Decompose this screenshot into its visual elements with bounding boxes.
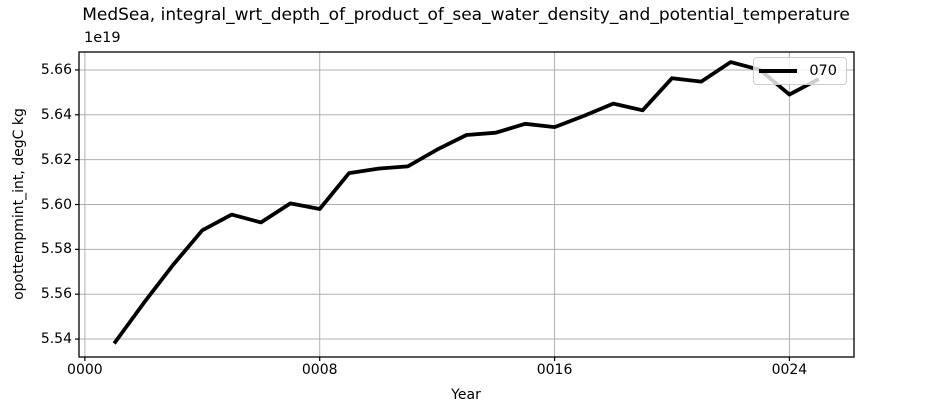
chart-title: MedSea, integral_wrt_depth_of_product_of… <box>82 5 850 25</box>
y-tick-label: 5.62 <box>40 151 72 168</box>
x-tick-label: 0008 <box>301 362 338 378</box>
x-tick-label: 0016 <box>536 362 573 378</box>
legend: 070 <box>753 57 847 85</box>
y-tick-label: 5.58 <box>40 241 72 258</box>
y-tick-label: 5.66 <box>40 61 72 78</box>
y-tick-label: 5.56 <box>40 286 72 303</box>
x-tick-label: 0024 <box>771 362 808 378</box>
x-tick-label: 0000 <box>67 362 103 378</box>
y-tick-label: 5.54 <box>40 331 72 348</box>
legend-line-sample <box>759 69 797 73</box>
y-axis-label: opottempmint_int, degC kg <box>11 108 27 300</box>
y-tick-label: 5.64 <box>40 106 72 123</box>
y-tick-label: 5.60 <box>40 196 72 213</box>
x-axis-label: Year <box>451 387 481 403</box>
data-line-070 <box>112 60 820 345</box>
legend-entry-label: 070 <box>809 63 837 79</box>
y-axis-offset-text: 1e19 <box>84 30 121 46</box>
